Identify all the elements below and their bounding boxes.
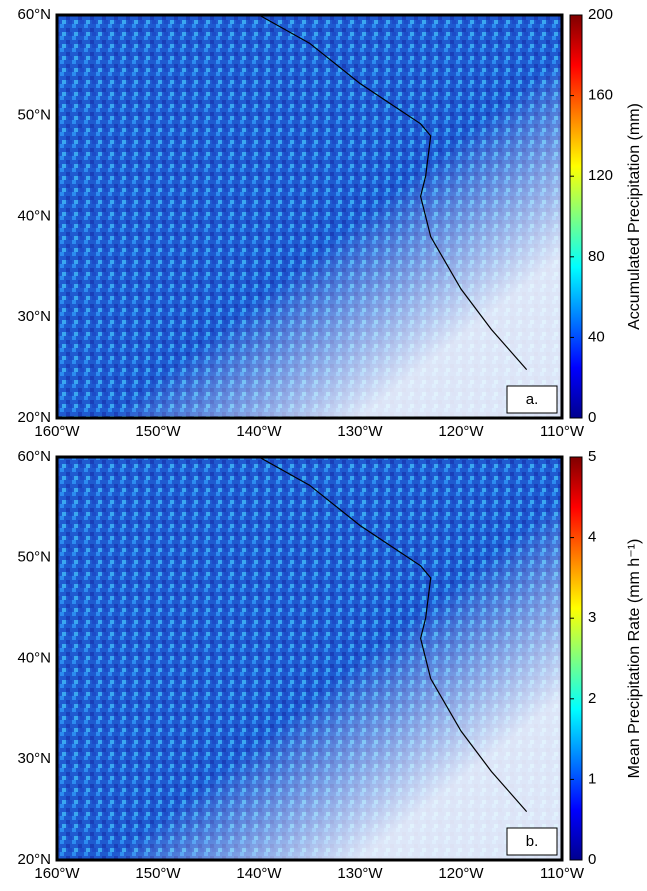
lon-tick-label: 120°W [438,865,484,882]
colorbar-tick-label: 3 [588,609,596,626]
lat-tick-label: 40°N [17,207,51,224]
panel-label: b. [526,833,539,850]
lat-tick-label: 60°N [17,6,51,23]
lon-tick-label: 140°W [236,423,282,440]
lon-tick-label: 160°W [34,865,80,882]
lon-tick-label: 120°W [438,423,484,440]
lon-tick-label: 110°W [540,423,585,440]
colorbar-tick-label: 0 [588,851,596,868]
colorbar-tick-label: 120 [588,167,613,184]
lon-tick-label: 140°W [236,865,282,882]
colorbar-tick-label: 160 [588,87,613,104]
coastline [258,456,528,813]
map-land [57,457,562,860]
panel-label-box [506,827,558,856]
colorbar [569,456,583,861]
lat-tick-label: 60°N [17,448,51,465]
panel-label-box [506,385,558,414]
colorbar [569,14,583,419]
lon-tick-label: 160°W [34,423,80,440]
map-frame [55,13,564,420]
lat-tick-label: 50°N [17,549,51,566]
colorbar-tick-label: 2 [588,690,596,707]
lat-tick-label: 20°N [17,851,51,868]
lat-tick-label: 20°N [17,409,51,426]
lat-tick-label: 40°N [17,649,51,666]
colorbar-tick-label: 1 [588,770,596,787]
lat-tick-label: 30°N [17,750,51,767]
colorbar-tick-label: 4 [588,529,596,546]
colorbar-tick-label: 5 [588,448,596,465]
lat-tick-label: 50°N [17,107,51,124]
lon-tick-label: 110°W [540,865,585,882]
coastline [258,14,528,371]
colorbar-title: Mean Precipitation Rate (mm h⁻¹) [626,539,643,779]
lon-tick-label: 130°W [337,865,383,882]
lon-tick-label: 150°W [135,423,181,440]
lon-tick-label: 130°W [337,423,383,440]
colorbar-title: Accumulated Precipitation (mm) [626,103,643,330]
panel-label: a. [526,391,539,408]
lon-tick-label: 150°W [135,865,181,882]
colorbar-tick-label: 80 [588,248,605,265]
colorbar-tick-label: 0 [588,409,596,426]
map-land [57,15,562,418]
colorbar-tick-label: 200 [588,6,613,23]
map-frame [55,455,564,862]
colorbar-tick-label: 40 [588,328,605,345]
lat-tick-label: 30°N [17,308,51,325]
